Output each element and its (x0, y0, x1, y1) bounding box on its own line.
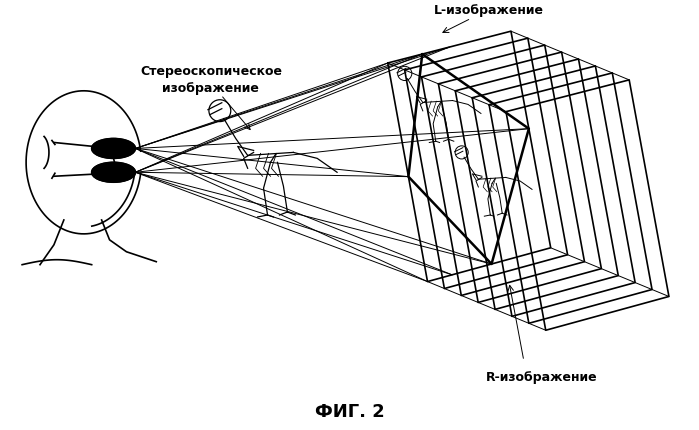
Ellipse shape (92, 163, 136, 183)
Polygon shape (506, 81, 669, 331)
Text: ФИГ. 2: ФИГ. 2 (315, 402, 385, 420)
Polygon shape (473, 67, 635, 316)
Text: R-изображение: R-изображение (486, 371, 598, 384)
Polygon shape (421, 46, 584, 296)
Polygon shape (438, 53, 601, 303)
Ellipse shape (92, 139, 136, 159)
Text: L-изображение: L-изображение (434, 4, 544, 17)
Polygon shape (388, 32, 551, 282)
Polygon shape (455, 60, 618, 310)
Polygon shape (489, 74, 652, 323)
Text: Стереоскопическое
изображение: Стереоскопическое изображение (140, 65, 282, 95)
Polygon shape (405, 39, 568, 289)
